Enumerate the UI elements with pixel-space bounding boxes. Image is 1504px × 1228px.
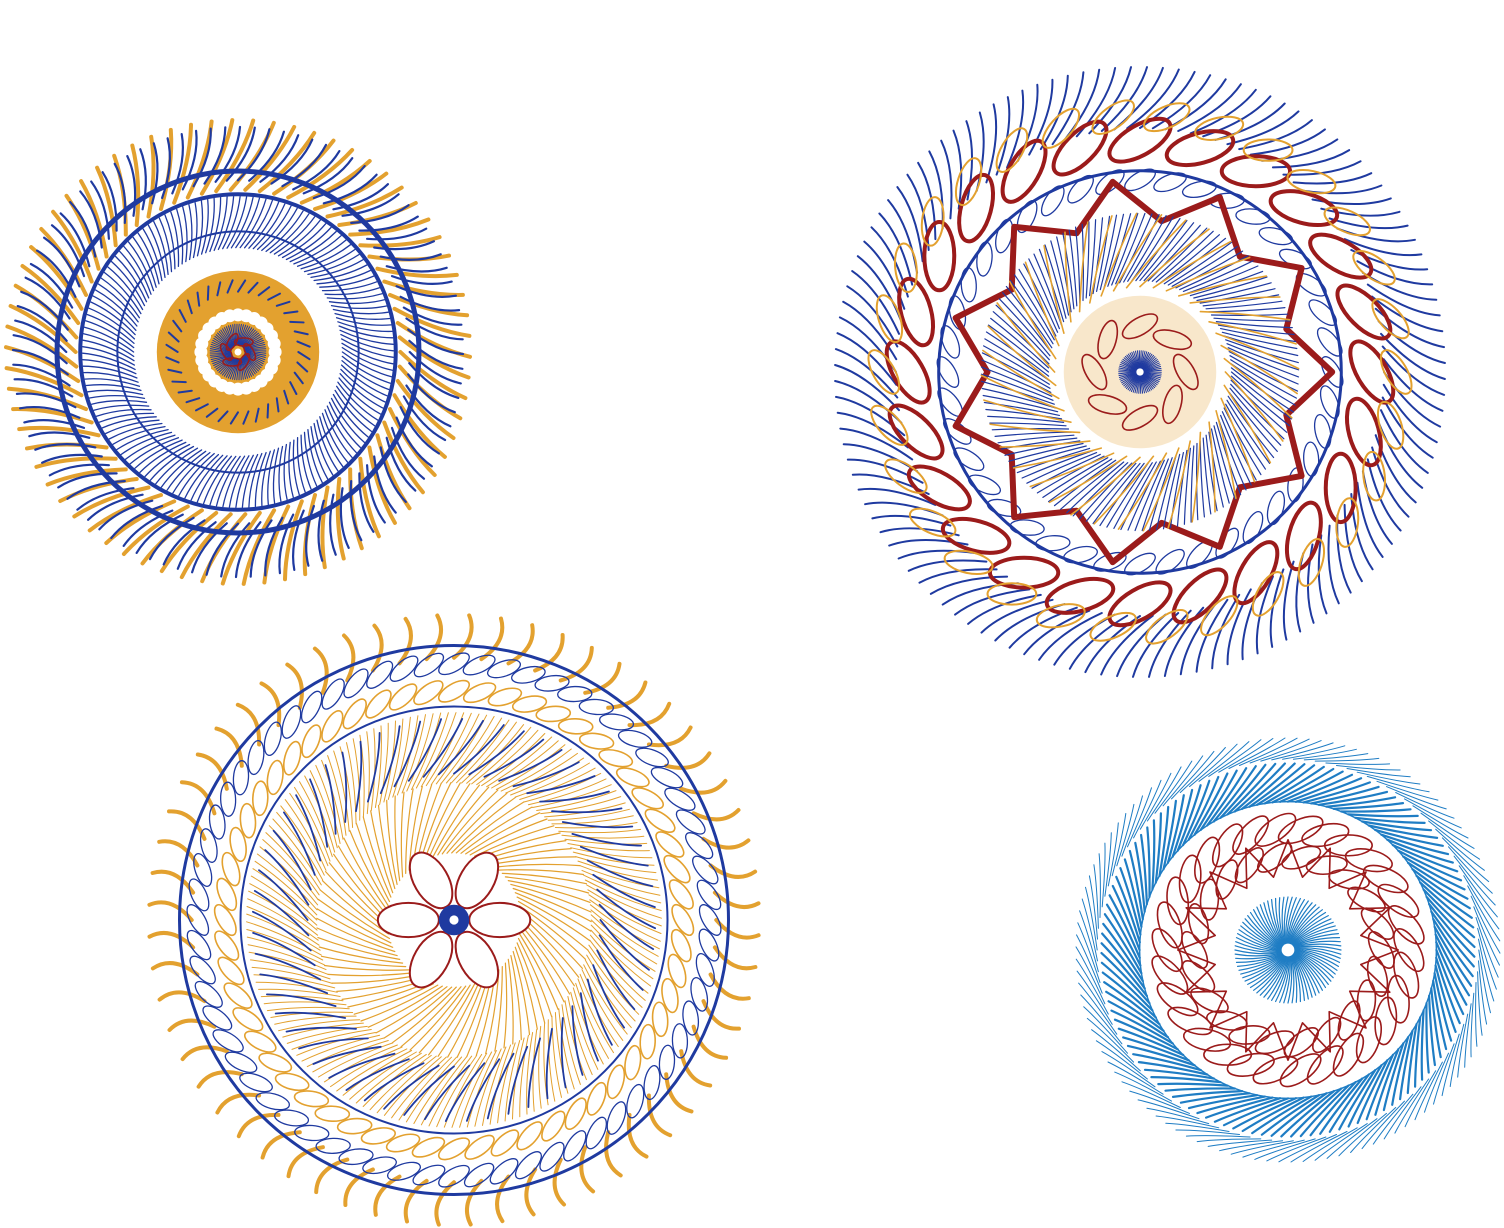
ring-layer bbox=[116, 230, 360, 474]
ring-layer bbox=[1138, 800, 1438, 1100]
ring-layer bbox=[937, 169, 1343, 575]
ring-layer bbox=[78, 192, 398, 512]
disc-layer bbox=[234, 348, 242, 356]
spike-ring bbox=[316, 782, 592, 1058]
disc-layer bbox=[1281, 943, 1295, 957]
loop-ring bbox=[867, 99, 1413, 645]
disc-layer bbox=[449, 915, 459, 925]
spike-ring bbox=[1100, 762, 1476, 1138]
loop-ring bbox=[936, 168, 1344, 576]
spike-ring bbox=[252, 718, 656, 1122]
disc-layer bbox=[1136, 368, 1144, 376]
mandala-top-right bbox=[834, 66, 1446, 678]
spike-ring bbox=[1234, 896, 1342, 1004]
ring-layer bbox=[239, 705, 669, 1135]
spike-ring bbox=[246, 712, 662, 1128]
dash-ring bbox=[165, 279, 311, 425]
loop-ring bbox=[1081, 313, 1199, 431]
mandala-top-left bbox=[4, 118, 472, 586]
mandala-bottom-right bbox=[1075, 737, 1501, 1163]
spike-ring bbox=[11, 125, 465, 579]
loop-ring bbox=[186, 652, 722, 1188]
star-layer bbox=[1177, 839, 1399, 1061]
spike-ring bbox=[81, 195, 395, 509]
ring-layer bbox=[54, 168, 422, 536]
dot-ring bbox=[194, 308, 282, 396]
mandala-bottom-left bbox=[147, 613, 761, 1227]
spike-ring bbox=[834, 66, 1446, 678]
spike-ring bbox=[1075, 737, 1501, 1163]
star-layer bbox=[952, 178, 1336, 566]
spike-ring bbox=[980, 212, 1300, 532]
ring-layer bbox=[178, 644, 730, 1196]
spike-ring bbox=[980, 212, 1300, 532]
loop-ring bbox=[884, 116, 1396, 628]
petal-flower bbox=[376, 851, 532, 989]
loop-ring bbox=[213, 679, 695, 1161]
loop-ring bbox=[1151, 812, 1425, 1088]
loop-ring bbox=[219, 332, 257, 372]
